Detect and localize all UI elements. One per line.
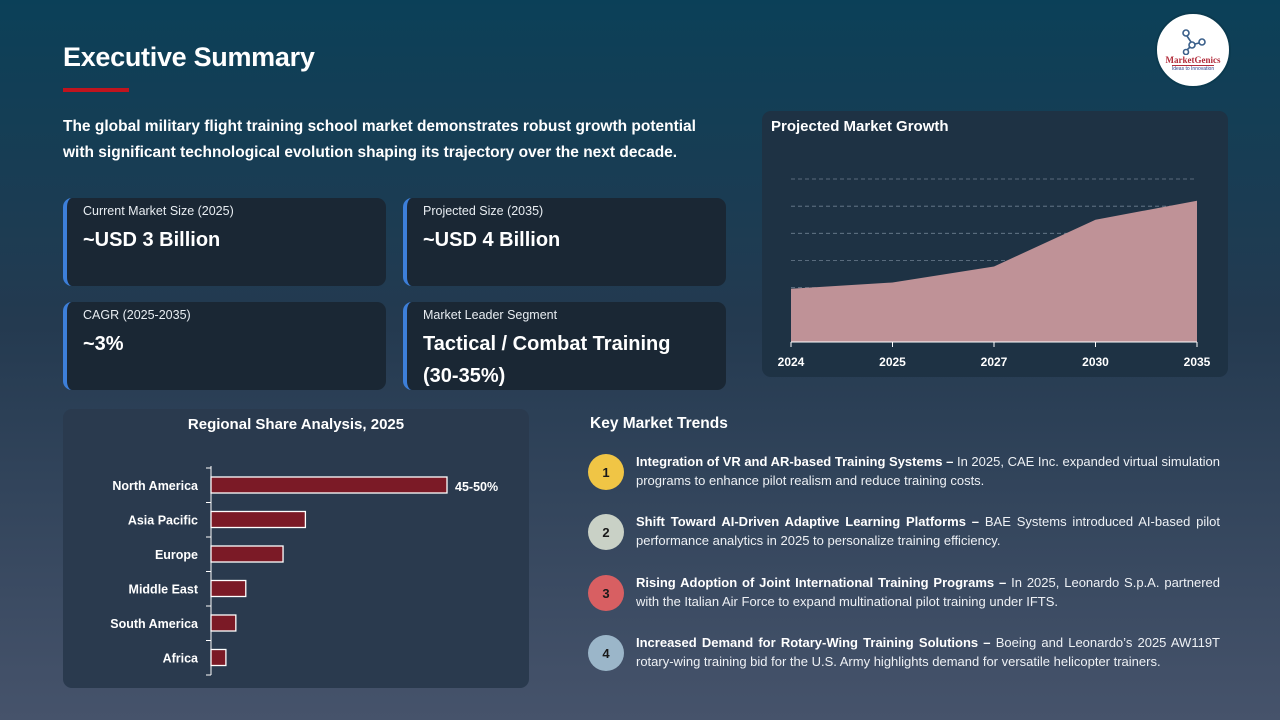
trend-text: Increased Demand for Rotary-Wing Trainin… [636, 633, 1220, 671]
trend-number-badge: 1 [588, 454, 624, 490]
x-tick-label: 2025 [879, 355, 906, 369]
kpi-value: ~USD 3 Billion [83, 229, 221, 251]
bar [210, 476, 448, 494]
category-label: Asia Pacific [128, 514, 198, 528]
trend-item: 1 Integration of VR and AR-based Training… [588, 452, 1220, 490]
kpi-label: Projected Size (2035) [423, 204, 544, 218]
trend-number-badge: 4 [588, 635, 624, 671]
category-label: Africa [163, 652, 199, 666]
category-label: Middle East [129, 583, 199, 597]
trend-heading: Rising Adoption of Joint International T… [636, 575, 1007, 590]
x-tick-label: 2030 [1082, 355, 1109, 369]
trend-item: 4 Increased Demand for Rotary-Wing Traini… [588, 633, 1220, 671]
trend-item: 3 Rising Adoption of Joint International … [588, 573, 1220, 611]
x-tick-label: 2024 [778, 355, 805, 369]
kpi-card-current-size: Current Market Size (2025) ~USD 3 Billio… [63, 198, 386, 286]
trend-body: In 2025, CAE Inc. expanded virtual simul… [636, 454, 1221, 488]
x-tick-label: 2035 [1184, 355, 1211, 369]
growth-chart-title: Projected Market Growth [771, 118, 949, 135]
kpi-label: CAGR (2025-2035) [83, 308, 191, 322]
kpi-card-leader-segment: Market Leader Segment Tactical / Combat … [403, 302, 726, 390]
category-label: South America [110, 617, 199, 631]
kpi-card-projected-size: Projected Size (2035) ~USD 4 Billion [403, 198, 726, 286]
kpi-label: Market Leader Segment [423, 308, 558, 322]
category-label: North America [112, 479, 199, 493]
growth-area-chart: 2024 2025 2027 2030 2035 [778, 178, 1211, 369]
trend-heading: Integration of VR and AR-based Training … [636, 454, 954, 469]
title-underline [63, 88, 129, 92]
trend-number-badge: 3 [588, 575, 624, 611]
trend-heading: Increased Demand for Rotary-Wing Trainin… [636, 635, 991, 650]
area-series [791, 200, 1197, 342]
trend-body: BAE Systems introduced AI-based pilot pe… [636, 514, 1220, 548]
regional-chart-panel: Regional Share Analysis, 2025 North Amer… [63, 409, 529, 688]
trend-text: Shift Toward AI-Driven Adaptive Learning… [636, 512, 1220, 550]
trend-body: In 2025, Leonardo S.p.A. partnered with … [636, 575, 1220, 609]
page-title: Executive Summary [63, 42, 315, 72]
bar [210, 545, 284, 563]
growth-chart-panel: Projected Market Growth 2024 2025 2027 2030… [762, 111, 1228, 377]
bar [210, 648, 227, 667]
trends-title: Key Market Trends [590, 415, 728, 432]
regional-chart-title: Regional Share Analysis, 2025 [187, 416, 405, 433]
bar [210, 614, 237, 632]
trend-text: Integration of VR and AR-based Training … [636, 452, 1220, 490]
bar [210, 510, 307, 529]
kpi-value: ~USD 4 Billion [423, 229, 561, 251]
trend-heading: Shift Toward AI-Driven Adaptive Learning… [636, 514, 980, 529]
kpi-label: Current Market Size (2025) [83, 204, 234, 218]
network-icon [1182, 28, 1206, 55]
intro-text: The global military flight training scho… [63, 118, 696, 161]
trend-item: 2 Shift Toward AI-Driven Adaptive Learnin… [588, 512, 1220, 550]
trend-body: Boeing and Leonardo’s 2025 AW119T rotary… [636, 635, 1220, 669]
logo-tagline: Ideas to Innovation [1171, 64, 1215, 72]
x-tick-label: 2027 [981, 355, 1008, 369]
category-label: Europe [155, 548, 198, 562]
kpi-value: ~3% [83, 333, 124, 355]
logo-name: MarketGenics [1165, 54, 1221, 65]
kpi-card-cagr: CAGR (2025-2035) ~3% [63, 302, 386, 390]
regional-bar-chart: North America 45-50% Asia Pacific Europe Mid… [110, 466, 498, 676]
data-label: 45-50% [455, 480, 498, 494]
trend-number-badge: 2 [588, 514, 624, 550]
company-logo: MarketGenics Ideas to Innovation [1155, 12, 1231, 88]
trend-text: Rising Adoption of Joint International T… [636, 573, 1220, 611]
bar [210, 579, 247, 598]
kpi-value: Tactical / Combat Training (30-35%) [423, 333, 671, 387]
